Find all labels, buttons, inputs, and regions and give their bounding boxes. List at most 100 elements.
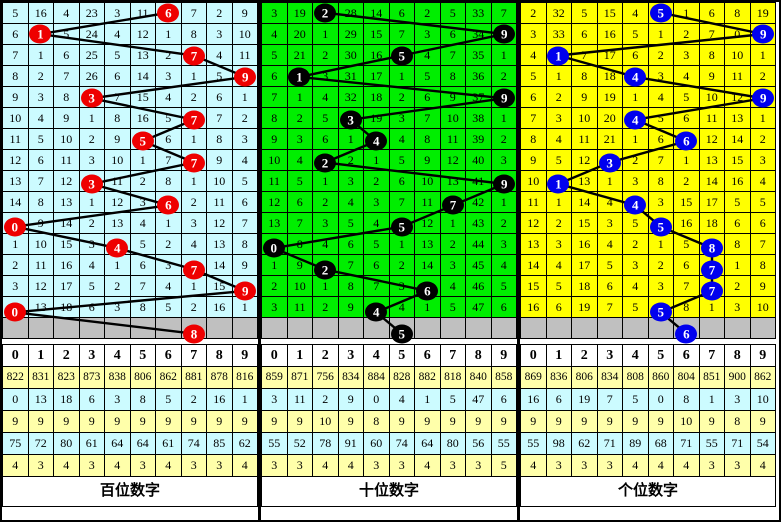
stat-cell[interactable]: 3	[465, 454, 492, 477]
trend-cell[interactable]: 47	[465, 296, 492, 318]
trend-cell[interactable]: 3	[312, 212, 339, 234]
trend-cell[interactable]	[155, 317, 182, 339]
stat-cell[interactable]: 3	[545, 454, 572, 477]
trend-cell[interactable]: 15	[129, 86, 156, 108]
trend-cell[interactable]: 1	[490, 44, 517, 66]
trend-cell[interactable]: 12	[724, 86, 751, 108]
stat-cell[interactable]: 74	[388, 432, 415, 455]
stat-cell[interactable]: 3	[286, 454, 313, 477]
trend-cell[interactable]: 10	[261, 149, 288, 171]
trend-cell[interactable]: 8	[698, 44, 725, 66]
trend-cell[interactable]: 3	[414, 23, 441, 45]
trend-cell[interactable]: 4	[622, 2, 649, 24]
trend-cell[interactable]: 15	[520, 275, 547, 297]
stats-column-header[interactable]: 2	[571, 344, 598, 367]
trend-cell[interactable]: 10	[104, 149, 131, 171]
trend-cell[interactable]: 6	[622, 44, 649, 66]
trend-cell[interactable]: 7	[749, 233, 776, 255]
stat-cell[interactable]: 8	[129, 388, 156, 411]
trend-cell[interactable]: 2	[2, 254, 29, 276]
stat-cell[interactable]: 1	[414, 388, 441, 411]
trend-cell[interactable]: 7	[571, 44, 598, 66]
stat-cell[interactable]: 6	[78, 388, 105, 411]
stat-cell[interactable]: 72	[27, 432, 54, 455]
trend-cell[interactable]: 17	[698, 191, 725, 213]
trend-cell[interactable]: 42	[465, 191, 492, 213]
trend-cell[interactable]: 5	[104, 44, 131, 66]
trend-cell[interactable]: 3	[2, 275, 29, 297]
trend-cell[interactable]	[337, 317, 364, 339]
trend-cell[interactable]: 4	[53, 2, 80, 24]
stat-cell[interactable]: 3	[27, 454, 54, 477]
trend-cell[interactable]: 14	[129, 65, 156, 87]
stat-cell[interactable]: 11	[286, 388, 313, 411]
trend-cell[interactable]: 5	[673, 86, 700, 108]
trend-cell[interactable]: 19	[286, 2, 313, 24]
trend-cell[interactable]: 2	[231, 107, 258, 129]
trend-cell[interactable]: 3	[388, 275, 415, 297]
trend-cell[interactable]: 30	[337, 44, 364, 66]
stat-cell[interactable]: 9	[439, 410, 466, 433]
stat-cell[interactable]: 9	[520, 410, 547, 433]
trend-cell[interactable]: 8	[520, 128, 547, 150]
stat-cell[interactable]: 756	[312, 366, 339, 389]
stat-cell[interactable]: 75	[2, 432, 29, 455]
trend-cell[interactable]: 1	[388, 65, 415, 87]
trend-cell[interactable]: 16	[673, 212, 700, 234]
trend-cell[interactable]: 4	[286, 149, 313, 171]
trend-cell[interactable]: 1	[104, 254, 131, 276]
stat-cell[interactable]: 55	[490, 432, 517, 455]
trend-cell[interactable]: 8	[647, 170, 674, 192]
trend-cell[interactable]: 13	[520, 233, 547, 255]
trend-cell[interactable]: 9	[27, 212, 54, 234]
trend-cell[interactable]: 4	[647, 212, 674, 234]
trend-cell[interactable]: 12	[261, 191, 288, 213]
stat-cell[interactable]: 19	[571, 388, 598, 411]
trend-cell[interactable]: 6	[155, 191, 182, 213]
trend-cell[interactable]: 14	[2, 191, 29, 213]
trend-cell[interactable]: 1	[545, 170, 572, 192]
trend-cell[interactable]: 3	[337, 170, 364, 192]
trend-cell[interactable]: 7	[180, 149, 207, 171]
stat-cell[interactable]: 9	[647, 410, 674, 433]
trend-cell[interactable]: 3	[545, 107, 572, 129]
stat-cell[interactable]: 98	[545, 432, 572, 455]
trend-cell[interactable]	[724, 317, 751, 339]
stat-cell[interactable]: 3	[261, 388, 288, 411]
trend-cell[interactable]: 11	[414, 191, 441, 213]
stats-column-header[interactable]: 5	[647, 344, 674, 367]
trend-cell[interactable]: 6	[286, 191, 313, 213]
trend-cell[interactable]	[545, 317, 572, 339]
trend-cell[interactable]: 3	[312, 65, 339, 87]
trend-cell[interactable]: 6	[724, 212, 751, 234]
trend-cell[interactable]: 12	[27, 275, 54, 297]
stats-column-header[interactable]: 1	[27, 344, 54, 367]
stat-cell[interactable]: 4	[647, 454, 674, 477]
trend-cell[interactable]: 1	[673, 149, 700, 171]
trend-cell[interactable]: 9	[439, 86, 466, 108]
trend-cell[interactable]: 4	[520, 44, 547, 66]
trend-cell[interactable]: 14	[206, 254, 233, 276]
trend-cell[interactable]: 13	[261, 212, 288, 234]
stat-cell[interactable]: 4	[231, 454, 258, 477]
trend-cell[interactable]: 10	[27, 233, 54, 255]
trend-cell[interactable]: 5	[78, 275, 105, 297]
trend-cell[interactable]: 3	[520, 23, 547, 45]
trend-cell[interactable]: 3	[749, 149, 776, 171]
trend-cell[interactable]: 5	[129, 233, 156, 255]
trend-cell[interactable]: 13	[698, 149, 725, 171]
stats-column-header[interactable]: 8	[465, 344, 492, 367]
trend-cell[interactable]: 10	[53, 128, 80, 150]
stats-column-header[interactable]: 9	[231, 344, 258, 367]
trend-cell[interactable]: 4	[545, 128, 572, 150]
trend-cell[interactable]: 9	[414, 149, 441, 171]
trend-cell[interactable]	[206, 317, 233, 339]
trend-cell[interactable]: 2	[155, 233, 182, 255]
trend-cell[interactable]: 8	[414, 128, 441, 150]
trend-cell[interactable]: 14	[571, 191, 598, 213]
trend-cell[interactable]: 8	[206, 128, 233, 150]
stat-cell[interactable]: 871	[286, 366, 313, 389]
trend-cell[interactable]: 6	[231, 191, 258, 213]
trend-cell[interactable]: 13	[2, 170, 29, 192]
stat-cell[interactable]: 64	[104, 432, 131, 455]
